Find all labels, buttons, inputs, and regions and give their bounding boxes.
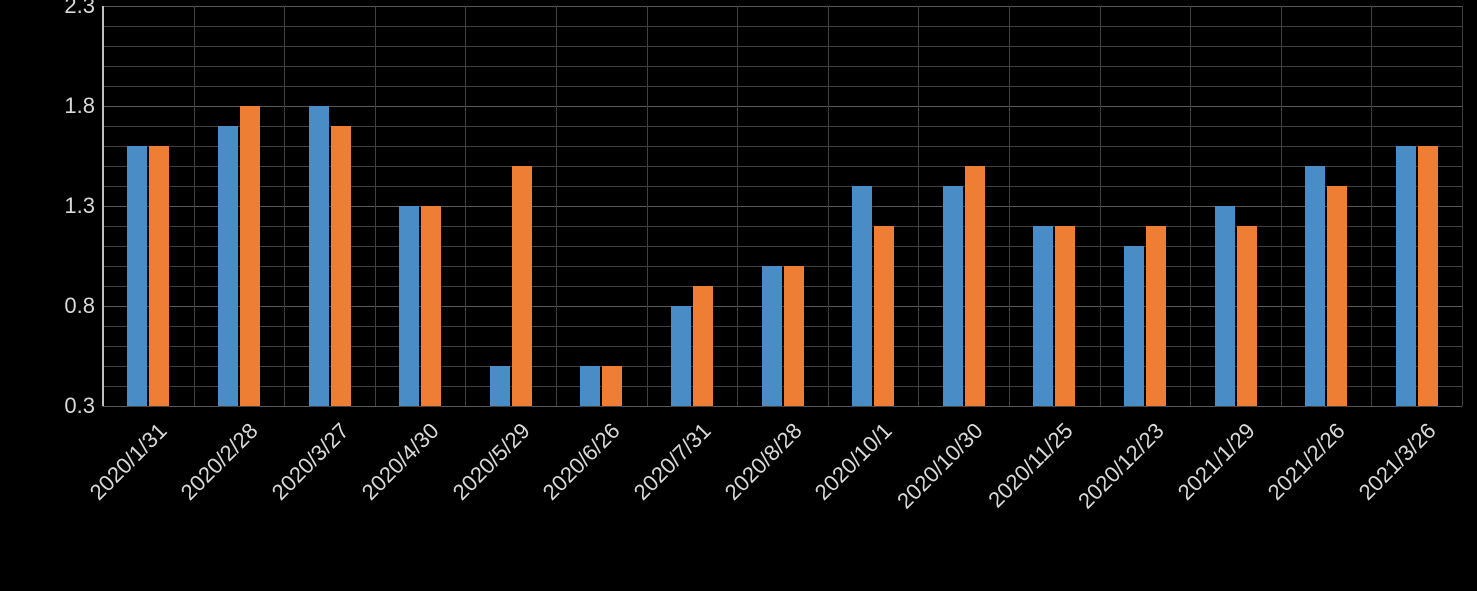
y-tick-label: 1.3 xyxy=(64,193,103,219)
grid-minor-h xyxy=(103,346,1462,347)
grid-minor-h xyxy=(103,126,1462,127)
x-axis-labels: 2020/1/312020/2/282020/3/272020/4/302020… xyxy=(103,418,1462,591)
grid-minor-h xyxy=(103,366,1462,367)
grid-minor-h xyxy=(103,286,1462,287)
bar-series-b xyxy=(965,166,985,406)
bar-series-a xyxy=(671,306,691,406)
grid-v xyxy=(918,6,919,406)
grid-v xyxy=(1190,6,1191,406)
bar-series-a xyxy=(399,206,419,406)
x-tick-label: 2020/1/31 xyxy=(85,418,173,506)
x-tick-label: 2020/8/28 xyxy=(719,418,807,506)
bar-series-a xyxy=(490,366,510,406)
bar-series-b xyxy=(1146,226,1166,406)
bar-series-b xyxy=(1237,226,1257,406)
x-tick-label: 2020/10/30 xyxy=(892,418,988,514)
grid-minor-h xyxy=(103,46,1462,47)
grid-minor-h xyxy=(103,266,1462,267)
grid-v xyxy=(647,6,648,406)
bar-series-a xyxy=(943,186,963,406)
bar-series-b xyxy=(1327,186,1347,406)
bar-series-b xyxy=(602,366,622,406)
bar-series-a xyxy=(1033,226,1053,406)
grid-minor-h xyxy=(103,186,1462,187)
x-tick-label: 2021/2/26 xyxy=(1263,418,1351,506)
y-tick-label: 2.3 xyxy=(64,0,103,19)
y-tick-label: 1.8 xyxy=(64,93,103,119)
x-tick-label: 2020/7/31 xyxy=(629,418,717,506)
y-tick-label: 0.3 xyxy=(64,393,103,419)
grid-v xyxy=(194,6,195,406)
bar-series-a xyxy=(580,366,600,406)
grid-v xyxy=(465,6,466,406)
x-tick-label: 2020/11/25 xyxy=(984,418,1079,513)
x-tick-label: 2020/6/26 xyxy=(538,418,626,506)
grid-v xyxy=(1371,6,1372,406)
grid-minor-h xyxy=(103,226,1462,227)
bar-series-a xyxy=(1305,166,1325,406)
x-tick-label: 2021/3/26 xyxy=(1353,418,1441,506)
bar-series-a xyxy=(218,126,238,406)
bar-series-a xyxy=(309,106,329,406)
bar-series-b xyxy=(1055,226,1075,406)
x-tick-label: 2021/1/29 xyxy=(1172,418,1260,506)
bar-series-b xyxy=(240,106,260,406)
grid-minor-h xyxy=(103,146,1462,147)
bar-series-b xyxy=(512,166,532,406)
bar-series-b xyxy=(331,126,351,406)
grid-v xyxy=(828,6,829,406)
bar-series-b xyxy=(421,206,441,406)
grid-minor-h xyxy=(103,26,1462,27)
bar-series-a xyxy=(1124,246,1144,406)
grid-major-h xyxy=(103,406,1462,407)
grid-v xyxy=(1281,6,1282,406)
bar-series-a xyxy=(852,186,872,406)
grid-minor-h xyxy=(103,246,1462,247)
x-tick-label: 2020/10/1 xyxy=(810,418,898,506)
x-tick-label: 2020/4/30 xyxy=(357,418,445,506)
bar-series-a xyxy=(1396,146,1416,406)
grid-minor-h xyxy=(103,326,1462,327)
x-tick-label: 2020/2/28 xyxy=(176,418,264,506)
grid-v xyxy=(1100,6,1101,406)
bar-series-b xyxy=(784,266,804,406)
grid-major-h xyxy=(103,306,1462,307)
bar-series-b xyxy=(874,226,894,406)
grid-minor-h xyxy=(103,86,1462,87)
bar-series-b xyxy=(1418,146,1438,406)
bar-series-b xyxy=(149,146,169,406)
grid-v xyxy=(737,6,738,406)
x-tick-label: 2020/3/27 xyxy=(266,418,354,506)
grid-major-h xyxy=(103,106,1462,107)
bar-series-b xyxy=(693,286,713,406)
grid-major-h xyxy=(103,6,1462,7)
grid-minor-h xyxy=(103,386,1462,387)
grid-minor-h xyxy=(103,166,1462,167)
x-tick-label: 2020/12/23 xyxy=(1073,418,1169,514)
grid-v xyxy=(1462,6,1463,406)
grid-v xyxy=(556,6,557,406)
bar-series-a xyxy=(127,146,147,406)
bar-series-a xyxy=(1215,206,1235,406)
grid-minor-h xyxy=(103,66,1462,67)
grid-v xyxy=(375,6,376,406)
bar-series-a xyxy=(762,266,782,406)
grid-v xyxy=(1009,6,1010,406)
grid-major-h xyxy=(103,206,1462,207)
y-axis-line xyxy=(102,6,104,406)
bar-chart: 0.30.81.31.82.3 2020/1/312020/2/282020/3… xyxy=(0,0,1477,591)
plot-area: 0.30.81.31.82.3 xyxy=(103,6,1462,406)
grid-v xyxy=(284,6,285,406)
x-tick-label: 2020/5/29 xyxy=(447,418,535,506)
y-tick-label: 0.8 xyxy=(64,293,103,319)
